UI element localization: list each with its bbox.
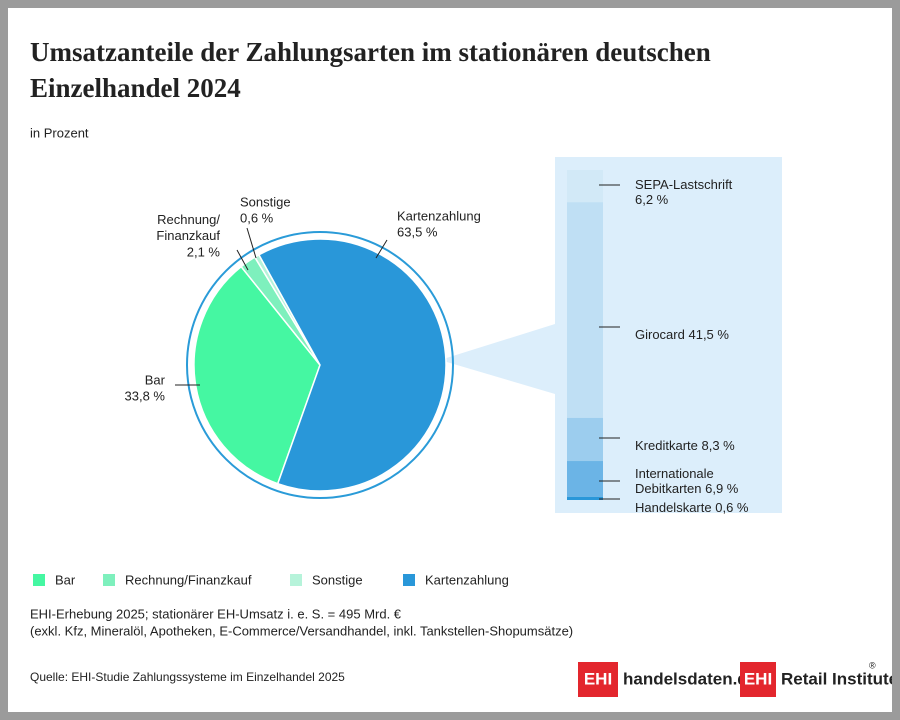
category-label: Internationale Debitkarten [635,466,714,496]
logo-text: handelsdaten.de [623,669,757,688]
value-label: 6,2 % [635,192,669,207]
pie-value-label: 0,6 % [240,210,274,225]
logo-text: EHI [584,669,612,688]
logo-box [740,662,776,697]
category-label: Girocard [635,327,685,342]
legend-label: Kartenzahlung [425,572,509,587]
pie-label: Bar [145,372,166,387]
note: EHI-Erhebung 2025; stationärer EH-Umsatz… [30,606,402,621]
pie-label: Sonstige [240,194,291,209]
bar-segment [567,170,603,203]
logo-text: EHI [744,669,772,688]
pie-label: Kartenzahlung [397,208,481,223]
legend-label: Sonstige [312,572,363,587]
pie-slice [257,238,447,492]
category-label: Handelskarte [635,500,712,515]
pie-value-label: 33,8 % [125,388,166,403]
pie-ring [186,231,454,499]
value-label: 8,3 % [701,438,735,453]
logo-text: Retail Institute [781,669,892,688]
pie-label: Rechnung/Finanzkauf [156,212,220,243]
chart-title: Umsatzanteile der Zahlungsarten im stati… [30,37,711,103]
bar-label: Internationale Debitkarten 6,9 % [635,466,767,496]
subtitle: in Prozent [30,125,89,140]
logo-box [578,662,618,697]
leader-line [236,249,249,271]
pie-slice [193,265,321,485]
pie-value-label: 63,5 % [397,224,438,239]
legend-label: Rechnung/Finanzkauf [125,572,252,587]
bar-label: Kreditkarte 8,3 % [635,438,767,453]
leader-line [246,227,257,259]
source: Quelle: EHI-Studie Zahlungssysteme im Ei… [30,670,345,684]
legend-swatch [403,574,415,586]
category-label: SEPA-Lastschrift [635,177,733,192]
note: (exkl. Kfz, Mineralöl, Apotheken, E-Comm… [30,623,573,638]
legend-label: Bar [55,572,76,587]
leader-line [375,239,388,259]
value-label: 6,9 % [705,481,739,496]
connector [440,324,555,394]
bar-segment [567,496,603,500]
chart: in Prozent EHI-Erhebung 2025; stationäre… [30,125,892,697]
bar-segment [567,461,603,497]
bar-segment [567,202,603,418]
bar-label: SEPA-Lastschrift 6,2 % [635,177,767,207]
legend-swatch [33,574,45,586]
pie-value-label: 2,1 % [187,244,221,259]
bar-label: Girocard 41,5 % [635,327,767,342]
bar-segment [567,417,603,462]
legend-swatch [103,574,115,586]
value-label: 41,5 % [688,327,729,342]
bar-label: Handelskarte 0,6 % [635,500,767,515]
value-label: 0,6 % [715,500,749,515]
category-label: Kreditkarte [635,438,698,453]
logo-text: ® [869,660,876,670]
legend-swatch [290,574,302,586]
